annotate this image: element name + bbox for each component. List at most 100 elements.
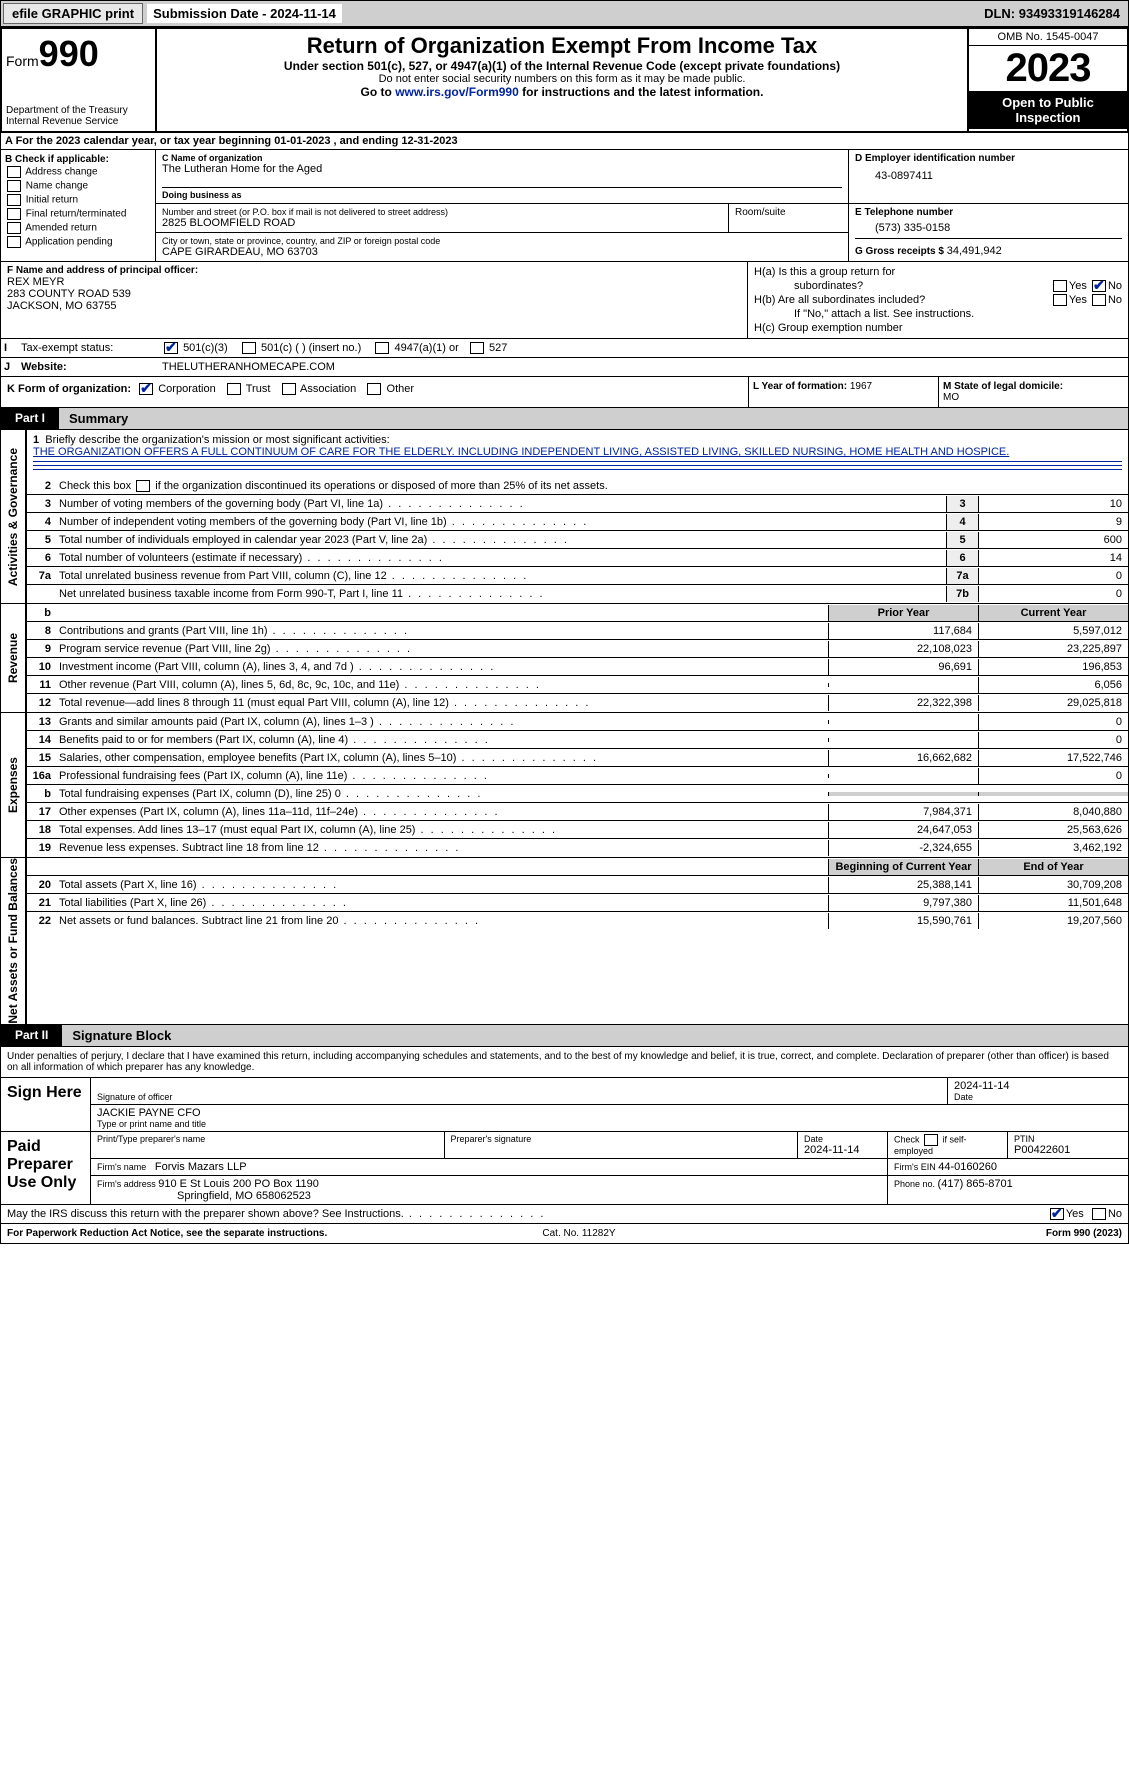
goto-post: for instructions and the latest informat… [519, 85, 764, 99]
prior-val: 7,984,371 [828, 804, 978, 820]
form-ssn-note: Do not enter social security numbers on … [163, 73, 961, 85]
section-revenue: Revenue b Prior Year Current Year 8 Cont… [0, 604, 1129, 713]
footer-left: For Paperwork Reduction Act Notice, see … [7, 1228, 327, 1239]
table-row: 9 Program service revenue (Part VIII, li… [27, 640, 1128, 658]
ln-txboth text: Total unrelated business revenue from Pa… [55, 568, 946, 584]
chk-self-employed[interactable] [924, 1134, 938, 1146]
sig-date: 2024-11-14 [954, 1080, 1122, 1092]
prior-val: 96,691 [828, 659, 978, 675]
chk-name-change[interactable]: Name change [5, 179, 151, 193]
ln-text: Total liabilities (Part X, line 26) [55, 895, 828, 911]
chk-4947[interactable] [375, 342, 389, 354]
prior-val: 24,647,053 [828, 822, 978, 838]
gov-line: 3 Number of voting members of the govern… [27, 495, 1128, 513]
prior-val: 15,590,761 [828, 913, 978, 929]
chk-application-pending[interactable]: Application pending [5, 235, 151, 249]
chk-final-return[interactable]: Final return/terminated [5, 207, 151, 221]
phone-value: (573) 335-0158 [855, 218, 1122, 234]
h-box: H(a) Is this a group return for subordin… [748, 262, 1128, 338]
ein-value: 43-0897411 [855, 164, 1122, 182]
dept-treasury: Department of the Treasury Internal Reve… [6, 105, 151, 127]
firm-name: Forvis Mazars LLP [155, 1161, 247, 1173]
ha-label2: subordinates? [754, 280, 863, 292]
chk-initial-return[interactable]: Initial return [5, 193, 151, 207]
ln-num: 7a [27, 568, 55, 584]
vtab-ag-text: Activities & Governance [6, 448, 20, 586]
ln-val: 10 [978, 496, 1128, 512]
discuss-yes[interactable] [1050, 1208, 1064, 1220]
ln-num: 14 [27, 732, 55, 748]
col-b-checkboxes: B Check if applicable: Address change Na… [1, 150, 156, 261]
section-expenses: Expenses 13 Grants and similar amounts p… [0, 713, 1129, 858]
mission-text: THE ORGANIZATION OFFERS A FULL CONTINUUM… [33, 446, 1009, 458]
ln-num: 13 [27, 714, 55, 730]
sig-date-cell: 2024-11-14 Date [948, 1078, 1128, 1104]
ln-box: 5 [946, 532, 978, 548]
chk-501c[interactable] [242, 342, 256, 354]
chk-address-change[interactable]: Address change [5, 165, 151, 179]
prior-val [828, 792, 978, 796]
l2-txt: Check this box if the organization disco… [55, 478, 1128, 494]
ln-val: 0 [978, 568, 1128, 584]
ha-no[interactable] [1092, 280, 1106, 292]
k-options: K Form of organization: Corporation Trus… [1, 377, 748, 407]
discuss-no[interactable] [1092, 1208, 1106, 1220]
ln-val: 9 [978, 514, 1128, 530]
hb-label: H(b) Are all subordinates included? [754, 294, 925, 306]
addr-box: Number and street (or P.O. box if mail i… [156, 204, 728, 232]
rev-body: b Prior Year Current Year 8 Contribution… [27, 604, 1128, 712]
current-val: 0 [978, 732, 1128, 748]
chk-other[interactable] [367, 383, 381, 395]
ln-text: Total expenses. Add lines 13–17 (must eq… [55, 822, 828, 838]
chk-amended-return[interactable]: Amended return [5, 221, 151, 235]
gov-line: 6 Total number of volunteers (estimate i… [27, 549, 1128, 567]
faddr2: Springfield, MO 658062523 [97, 1190, 311, 1202]
opt: 4947(a)(1) or [395, 342, 459, 354]
ln-val: 14 [978, 550, 1128, 566]
table-row: 19 Revenue less expenses. Subtract line … [27, 839, 1128, 857]
yes-lbl: Yes [1069, 294, 1087, 306]
hb-no[interactable] [1092, 294, 1106, 306]
l1-num: 1 [33, 434, 39, 446]
chk-501c3[interactable] [164, 342, 178, 354]
chk-corp[interactable] [139, 383, 153, 395]
begin-year-hdr: Beginning of Current Year [828, 859, 978, 875]
ha-yes[interactable] [1053, 280, 1067, 292]
chk-txt: Final return/terminated [26, 209, 127, 220]
prior-val: 25,388,141 [828, 877, 978, 893]
chk-trust[interactable] [227, 383, 241, 395]
chk-discontinued[interactable] [136, 480, 150, 492]
efile-print-button[interactable]: efile GRAPHIC print [3, 3, 143, 24]
ln-num: 9 [27, 641, 55, 657]
chk-527[interactable] [470, 342, 484, 354]
part2-title: Signature Block [62, 1025, 181, 1046]
prior-val: -2,324,655 [828, 840, 978, 856]
b-label: B Check if applicable: [5, 154, 151, 165]
ln-text: Net assets or fund balances. Subtract li… [55, 913, 828, 929]
part1-title: Summary [59, 408, 138, 429]
ln-text: Total assets (Part X, line 16) [55, 877, 828, 893]
i-options: 501(c)(3) 501(c) ( ) (insert no.) 4947(a… [156, 339, 1128, 357]
sign-here-label: Sign Here [1, 1078, 91, 1131]
table-row: 21 Total liabilities (Part X, line 26) 9… [27, 894, 1128, 912]
ln-num: 11 [27, 677, 55, 693]
opt: Corporation [158, 383, 215, 395]
l-val: 1967 [850, 381, 872, 392]
no-lbl: No [1108, 280, 1122, 292]
ln-num: 17 [27, 804, 55, 820]
chk-assoc[interactable] [282, 383, 296, 395]
line-2: 2 Check this box if the organization dis… [27, 477, 1128, 495]
f-h-block: F Name and address of principal officer:… [0, 262, 1129, 339]
vtab-exp: Expenses [1, 713, 27, 857]
discuss-row: May the IRS discuss this return with the… [0, 1205, 1129, 1224]
ln-num: 19 [27, 840, 55, 856]
prior-val: 22,322,398 [828, 695, 978, 711]
ln-text: Other expenses (Part IX, column (A), lin… [55, 804, 828, 820]
hb-yes[interactable] [1053, 294, 1067, 306]
ln-box: 7a [946, 568, 978, 584]
part2-tag: Part II [1, 1025, 62, 1046]
c-name-box: C Name of organization The Lutheran Home… [156, 150, 848, 203]
ln-text: Other revenue (Part VIII, column (A), li… [55, 677, 828, 693]
current-val: 17,522,746 [978, 750, 1128, 766]
irs-link[interactable]: www.irs.gov/Form990 [395, 85, 519, 99]
